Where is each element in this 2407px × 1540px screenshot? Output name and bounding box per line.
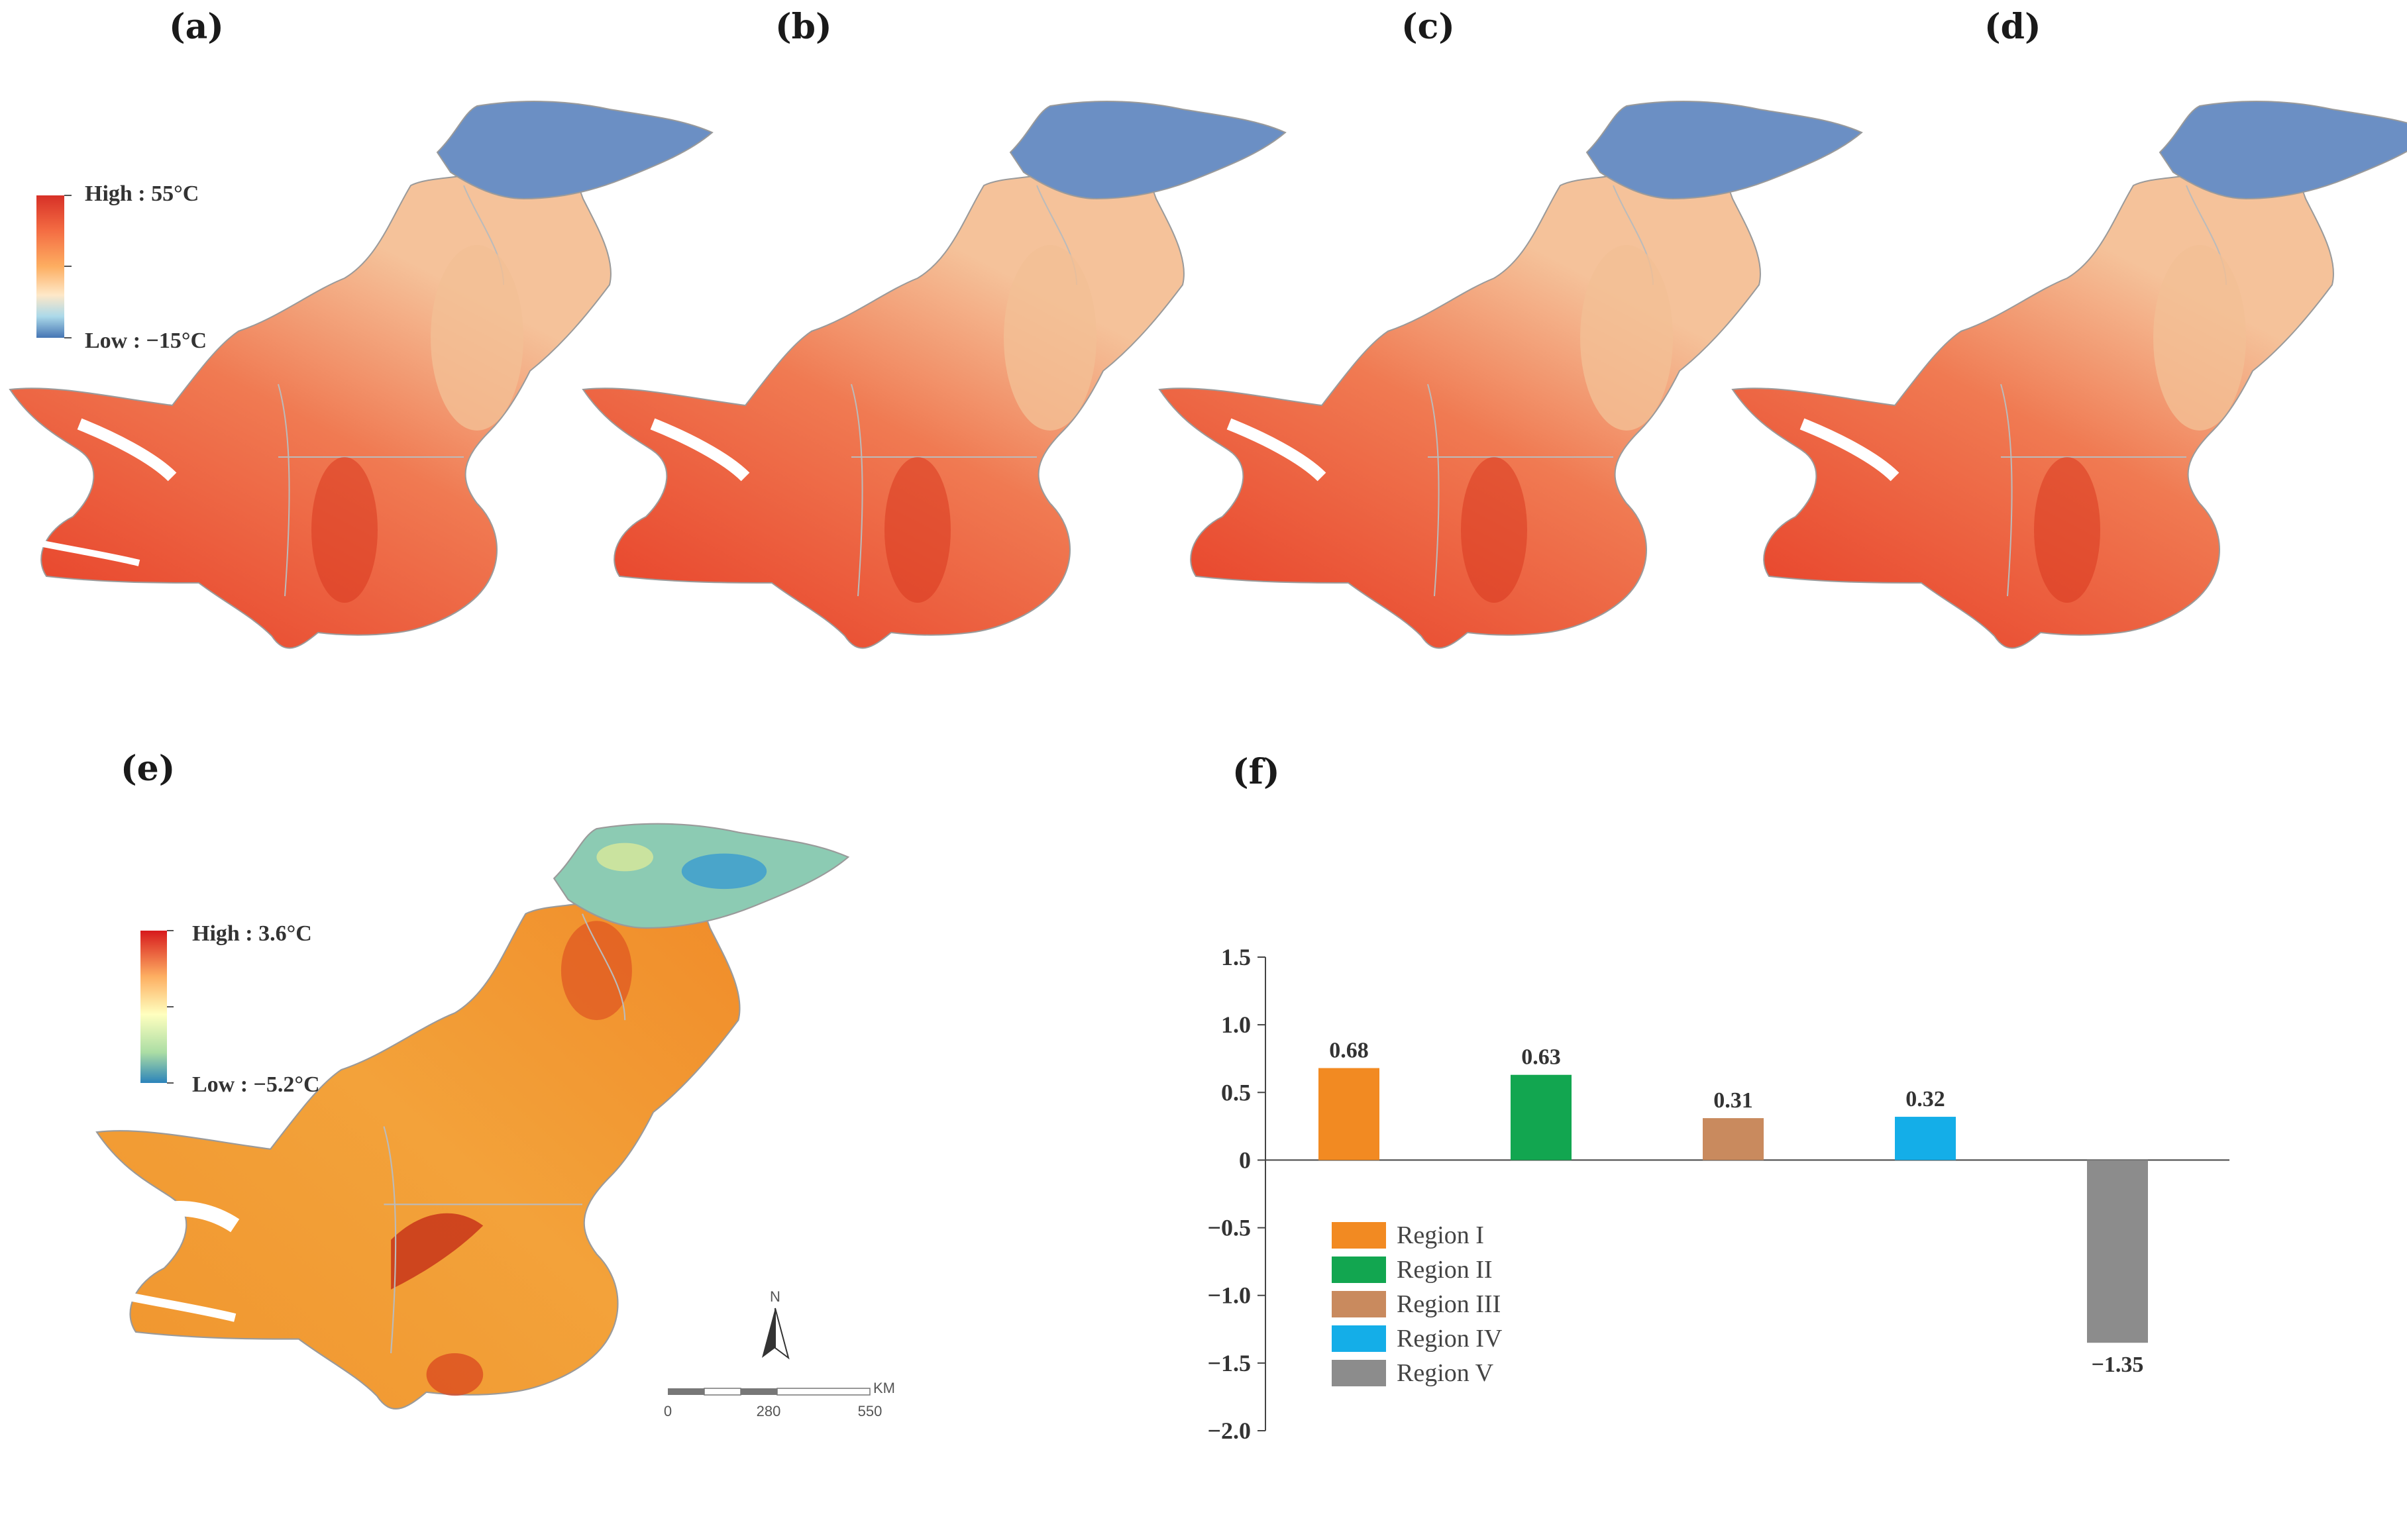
- legend-label: Region I: [1397, 1221, 1484, 1249]
- y-tick-label: −1.5: [1207, 1350, 1251, 1376]
- anomaly-low-label: Low : −5.2°C: [192, 1072, 320, 1097]
- country-shape: [1159, 125, 1761, 649]
- bar-value-labels: 0.68 0.63 0.31 0.32 −1.35: [1329, 1039, 2143, 1378]
- map-panel-b: [582, 101, 1286, 649]
- panel-label-f: (f): [1232, 752, 1280, 792]
- panel-label-d: (d): [1984, 7, 2041, 47]
- scale-bar: 0 280 550 KM: [664, 1380, 895, 1419]
- northern-highlands: [1010, 101, 1286, 199]
- northern-highlands: [1586, 101, 1862, 199]
- legend-low-label: Low : −15°C: [85, 329, 207, 353]
- bars-group: [1318, 1068, 2148, 1343]
- bar-region-i: [1318, 1068, 1379, 1160]
- legend-high-label: High : 55°C: [85, 181, 199, 206]
- legend-swatch: [1332, 1222, 1386, 1249]
- y-tick-label: 0: [1239, 1147, 1251, 1173]
- bar-value-label: 0.68: [1329, 1039, 1369, 1063]
- map-panel-d: [1732, 101, 2407, 649]
- y-tick-label: −0.5: [1207, 1215, 1251, 1241]
- anomaly-legend: High : 3.6°C Low : −5.2°C: [140, 921, 320, 1097]
- map-panel-e: [95, 823, 849, 1410]
- panel-label-c: (c): [1401, 7, 1455, 47]
- panel-label-a: (a): [169, 7, 224, 47]
- terrain-patch: [431, 245, 523, 431]
- scale-tick-1: 280: [757, 1403, 781, 1419]
- temperature-legend: High : 55°C Low : −15°C: [36, 181, 207, 353]
- y-tick-label: −2.0: [1207, 1417, 1251, 1444]
- legend-swatch: [1332, 1291, 1386, 1317]
- cold-anomaly-area: [681, 853, 767, 890]
- scale-tick-2: 550: [858, 1403, 883, 1419]
- province-boundary: [278, 384, 290, 597]
- bar-value-label: 0.63: [1521, 1045, 1561, 1070]
- y-tick-label: −1.0: [1207, 1282, 1251, 1309]
- anomaly-color-bar: [140, 931, 167, 1083]
- y-tick-label: 1.0: [1221, 1011, 1251, 1038]
- legend-swatch: [1332, 1325, 1386, 1352]
- legend-label: Region V: [1397, 1359, 1494, 1387]
- map-panel-a: [9, 101, 713, 649]
- y-axis-ticks: 1.5 1.0 0.5 0 −0.5 −1.0 −1.5 −2.0: [1207, 944, 1265, 1444]
- legend-swatch: [1332, 1360, 1386, 1386]
- bar-region-ii: [1511, 1074, 1572, 1160]
- legend-label: Region II: [1397, 1256, 1493, 1284]
- bar-value-label: 0.32: [1905, 1087, 1945, 1111]
- bar-chart-panel-f: 1.51.00.50−0.5−1.0−1.5−2.0 0.68 0.630.31 0…: [1207, 944, 2229, 1444]
- no-data-area: [39, 540, 140, 566]
- country-shape: [582, 125, 1185, 649]
- northern-highlands: [2159, 101, 2407, 199]
- bar-region-iv: [1895, 1117, 1956, 1160]
- country-shape: [1732, 125, 2334, 649]
- bar-value-label: 0.31: [1713, 1088, 1753, 1113]
- northern-highlands: [437, 101, 713, 199]
- y-tick-label: 1.5: [1221, 944, 1251, 970]
- y-tick-label: 0.5: [1221, 1079, 1251, 1105]
- north-label: N: [770, 1288, 780, 1305]
- hot-anomaly-area: [391, 1213, 484, 1290]
- legend-label: Region IV: [1397, 1325, 1503, 1353]
- bar-region-iii: [1703, 1118, 1764, 1160]
- temperature-color-bar: [36, 195, 64, 338]
- anomaly-high-label: High : 3.6°C: [192, 921, 312, 946]
- terrain-patch: [311, 457, 378, 603]
- north-arrow-icon: N: [762, 1288, 790, 1360]
- map-panel-c: [1159, 101, 1862, 649]
- legend-label: Region III: [1397, 1290, 1501, 1318]
- scale-unit: KM: [873, 1380, 895, 1396]
- bar-region-v: [2087, 1160, 2148, 1343]
- panel-label-b: (b): [775, 7, 832, 47]
- chart-legend: Region I Region II Region III Region IV Regi…: [1332, 1221, 1503, 1387]
- no-data-area: [77, 418, 177, 482]
- panel-label-e: (e): [121, 748, 176, 789]
- legend-swatch: [1332, 1257, 1386, 1283]
- hot-anomaly-area: [561, 921, 632, 1021]
- scale-tick-0: 0: [664, 1403, 672, 1419]
- bar-value-label: −1.35: [2092, 1353, 2144, 1377]
